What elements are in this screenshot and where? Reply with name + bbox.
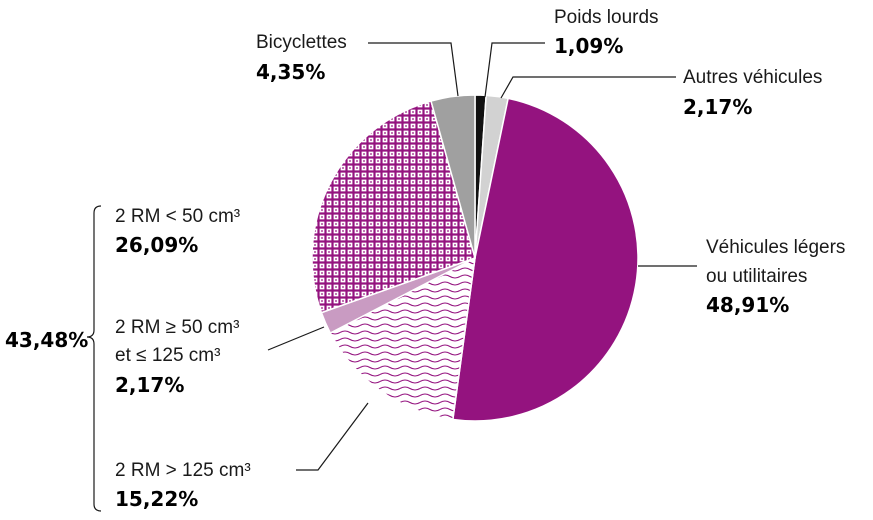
leader-lines: [267, 42, 697, 471]
value-rm-lt-50: 26,09%: [115, 233, 198, 257]
leader-rm-50-125: [267, 326, 325, 351]
label-rm-lt-50: 2 RM < 50 cm³: [115, 206, 240, 227]
slice-vehicules-legers: [451, 97, 639, 422]
leader-rm-gt-125: [296, 402, 369, 471]
value-rm-gt-125: 15,22%: [115, 487, 198, 511]
slice-rm-gt-125: [329, 256, 476, 421]
label-bicyclettes: Bicyclettes: [256, 32, 347, 53]
value-bicyclettes: 4,35%: [256, 60, 325, 84]
label-rm-50-125-line1: 2 RM ≥ 50 cm³: [115, 317, 239, 338]
slice-rm-lt-50: [311, 100, 476, 314]
slice-bicyclettes: [430, 94, 476, 259]
value-poids-lourds: 1,09%: [554, 34, 623, 58]
pie-slices: [311, 94, 639, 422]
leader-poids-lourds: [484, 42, 545, 98]
value-vehicules-legers: 48,91%: [706, 293, 789, 317]
value-rm-50-125: 2,17%: [115, 373, 184, 397]
label-rm-gt-125: 2 RM > 125 cm³: [115, 460, 251, 481]
label-vehicules-legers-line2: ou utilitaires: [706, 266, 807, 287]
group-brace: [86, 205, 102, 512]
label-poids-lourds: Poids lourds: [554, 7, 659, 28]
leader-bicyclettes: [368, 42, 459, 97]
label-vehicules-legers-line1: Véhicules légers: [706, 237, 845, 258]
leader-autres-vehicules: [500, 76, 676, 99]
label-rm-50-125-line2: et ≤ 125 cm³: [115, 345, 220, 366]
group-total-value: 43,48%: [5, 328, 88, 352]
value-autres-vehicules: 2,17%: [683, 95, 752, 119]
label-autres-vehicules: Autres véhicules: [683, 67, 822, 88]
